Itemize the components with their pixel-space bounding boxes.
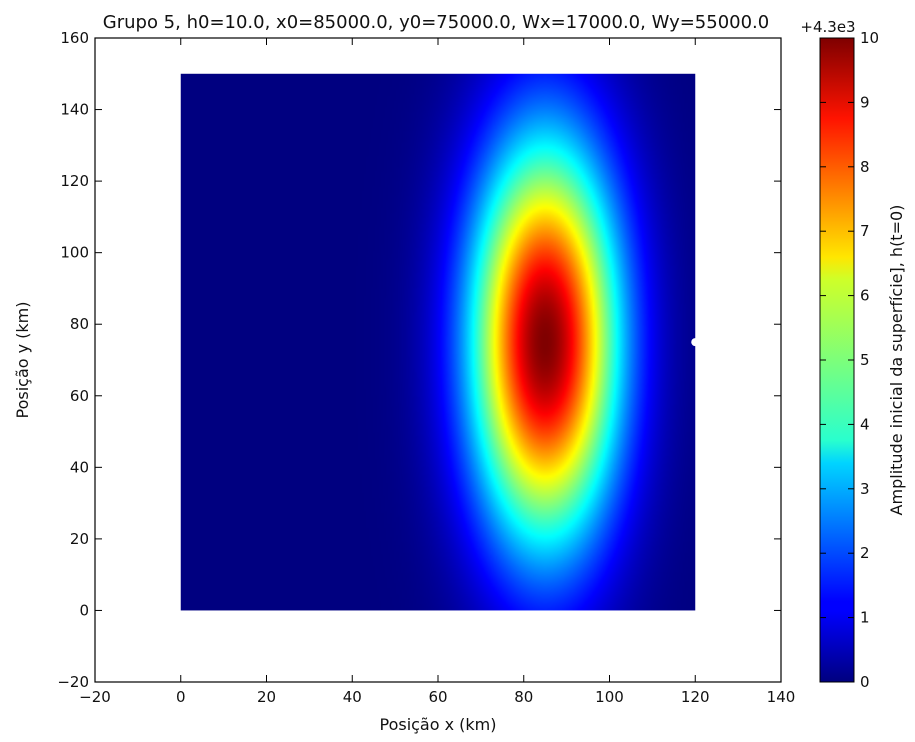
y-tick-label: 80 (70, 315, 89, 333)
colorbar-ticks: 0 1 2 3 4 5 6 7 8 9 10 (820, 29, 879, 691)
colorbar-tick-label: 6 (860, 287, 870, 305)
observation-marker (691, 338, 700, 347)
x-axis-label: Posição x (km) (379, 715, 496, 734)
x-tick-label: 0 (176, 688, 186, 706)
x-tick-label: 140 (767, 688, 796, 706)
x-tick-label: 100 (595, 688, 624, 706)
y-tick-label: 160 (60, 29, 89, 47)
colorbar-tick-label: 7 (860, 222, 870, 240)
y-tick-label: 140 (60, 101, 89, 119)
x-tick-label: 60 (428, 688, 447, 706)
colorbar-tick-label: 10 (860, 29, 879, 47)
y-tick-label: 40 (70, 458, 89, 476)
colorbar-offset-text: +4.3e3 (800, 18, 855, 36)
colorbar-tick-label: 1 (860, 609, 870, 627)
x-tick-label: 120 (681, 688, 710, 706)
y-tick-label: 0 (79, 601, 89, 619)
colorbar-tick-label: 8 (860, 158, 870, 176)
chart-title: Grupo 5, h0=10.0, x0=85000.0, y0=75000.0… (103, 12, 769, 33)
x-tick-label: 80 (514, 688, 533, 706)
x-tick-label: 20 (257, 688, 276, 706)
y-axis-ticks: −20 0 20 40 60 80 100 120 140 160 (57, 29, 781, 691)
y-tick-label: −20 (57, 673, 89, 691)
colorbar-tick-label: 4 (860, 415, 870, 433)
x-axis-ticks: −20 0 20 40 60 80 100 120 140 (79, 38, 795, 706)
y-axis-label: Posição y (km) (13, 301, 32, 418)
y-tick-label: 120 (60, 172, 89, 190)
x-tick-label: 40 (343, 688, 362, 706)
colorbar-tick-label: 9 (860, 93, 870, 111)
colorbar-tick-label: 2 (860, 544, 870, 562)
heatmap-raster (180, 73, 696, 611)
colorbar-tick-label: 0 (860, 673, 870, 691)
y-tick-label: 60 (70, 387, 89, 405)
y-tick-label: 20 (70, 530, 89, 548)
y-tick-label: 100 (60, 244, 89, 262)
colorbar-tick-label: 3 (860, 480, 870, 498)
x-tick-label: −20 (79, 688, 111, 706)
colorbar-label: Amplitude inicial da superfície], h(t=0) (887, 205, 906, 516)
heatmap-image (180, 73, 696, 611)
colorbar-tick-label: 5 (860, 351, 870, 369)
